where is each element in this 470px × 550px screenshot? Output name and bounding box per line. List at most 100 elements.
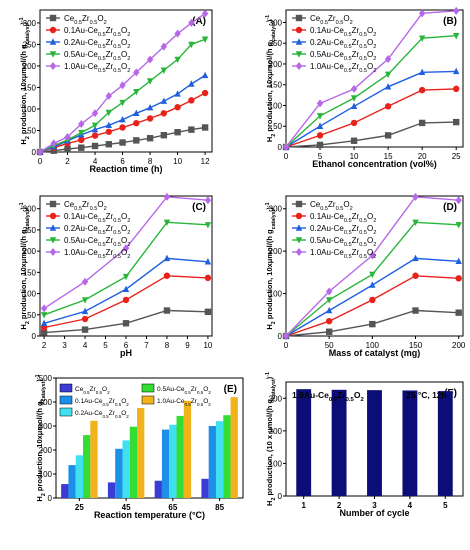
x-axis-label: Reaction time (h) [89,164,162,174]
legend-marker-4 [295,237,303,244]
data-point-s4-10 [160,67,168,74]
x-tick-label: 2 [65,157,70,166]
data-point-s5-12 [188,18,195,27]
legend-label-5: 1.0Au-Ce0.5Zr0.5O2 [157,398,211,407]
bar-s1-5 [437,391,453,496]
y-tick-label: 300 [23,19,37,28]
data-point-s4-5 [418,35,426,42]
legend-label-5: 1.0Au-Ce0.5Zr0.5O2 [64,62,130,74]
data-point-s4-4 [384,71,392,79]
bar-s5-3 [183,400,192,498]
data-point-s5-7 [119,81,126,90]
legend-label-3: 0.2Au-Ce0.5Zr0.5O2 [64,38,130,50]
data-point-s5-4 [384,54,392,63]
legend-label-2: 0.1Au-Ce0.5Zr0.5O2 [310,212,376,224]
y-tick-label: 100 [23,105,37,114]
data-point-s2-5 [418,86,426,94]
data-point-s5-4 [163,192,171,201]
y-tick-label: 0 [278,143,283,152]
series-line-2 [285,88,457,148]
legend-label-2: 0.1Au-Ce0.5Zr0.5O2 [64,212,130,224]
legend-swatch-5 [141,395,155,405]
data-point-s1-6 [105,141,112,148]
data-point-s4-2 [316,113,324,120]
data-point-s5-1 [282,332,290,340]
data-point-s5-1 [40,304,48,313]
bar-s1-4 [402,390,418,496]
data-point-s4-6 [105,109,112,117]
legend-marker-4 [295,51,303,58]
data-point-s5-5 [418,9,426,18]
y-tick-label: 100 [23,290,37,299]
x-tick-label: 10 [173,157,182,166]
x-tick-label: 100 [366,341,380,350]
x-tick-label: 25 [75,503,84,512]
y-tick-label: 200 [269,60,283,69]
x-tick-label: 150 [409,341,423,350]
bar-s2-1 [68,465,76,498]
x-tick-label: 4 [83,341,88,350]
data-point-s5-10 [160,42,168,51]
legend-swatch-4 [141,383,155,393]
data-point-s5-3 [350,84,358,93]
data-point-s1-3 [369,320,376,328]
data-point-s4-6 [452,33,460,40]
data-point-s5-2 [316,99,324,108]
x-tick-label: 4 [93,157,98,166]
data-point-s3-5 [418,68,426,75]
x-tick-label: 1 [301,501,306,510]
data-point-s2-3 [122,296,130,304]
legend-label-3: 0.2Au-Ce0.5Zr0.5O2 [64,224,130,236]
x-tick-label: 12 [201,157,210,166]
data-point-s2-5 [91,132,99,139]
data-point-s5-2 [325,287,333,296]
legend-label-2: 0.1Au-Ce0.5Zr0.5O2 [64,26,130,38]
legend-label-3: 0.2Au-Ce0.5Zr0.5O2 [75,410,129,419]
data-point-s3-5 [455,257,462,265]
x-tick-label: 2 [337,501,342,510]
bar-s4-3 [176,415,184,498]
panel-label: (D) [443,202,457,213]
x-tick-label: 0 [38,157,43,166]
data-point-s2-8 [133,119,140,127]
bar-s2-2 [115,448,123,498]
bar-s4-1 [83,435,91,498]
data-point-s5-11 [174,29,181,38]
y-tick-label: 100 [39,470,53,479]
data-point-s4-11 [174,56,181,64]
y-tick-label: 0 [48,494,53,503]
data-point-s2-5 [455,275,462,282]
bar-s3-1 [75,455,84,498]
data-point-s1-1 [40,329,48,336]
x-tick-label: 0 [284,152,289,161]
bar-s4-2 [129,426,138,498]
data-point-s5-4 [412,192,419,201]
bar-s1-3 [367,390,382,496]
legend-label-4: 0.5Au-Ce0.5Zr0.5O2 [64,236,130,248]
legend-marker-3 [295,224,303,231]
data-point-s4-13 [201,36,209,43]
y-tick-label: 200 [23,62,37,71]
data-point-s4-12 [188,41,195,49]
data-point-s3-13 [201,71,209,79]
data-point-s2-12 [188,97,195,104]
y-tick-label: 300 [269,205,283,214]
data-point-s3-6 [452,67,460,75]
data-point-s4-9 [146,78,154,85]
bar-s2-3 [161,429,170,498]
data-point-s2-4 [78,136,85,144]
x-tick-label: 4 [408,501,413,510]
y-axis-label: H2 production, 10xμmol/(h gcatalyst)-1 [265,202,277,329]
bar-s1-2 [107,482,116,498]
x-axis-label: Ethanol concentration (vol%) [312,159,437,169]
data-point-s5-5 [204,196,212,205]
data-point-s2-13 [201,89,209,97]
data-point-s2-6 [105,128,113,135]
x-tick-label: 8 [148,157,153,166]
legend-label-2: 0.1Au-Ce0.5Zr0.5O2 [75,398,129,407]
bar-s4-4 [223,415,231,498]
